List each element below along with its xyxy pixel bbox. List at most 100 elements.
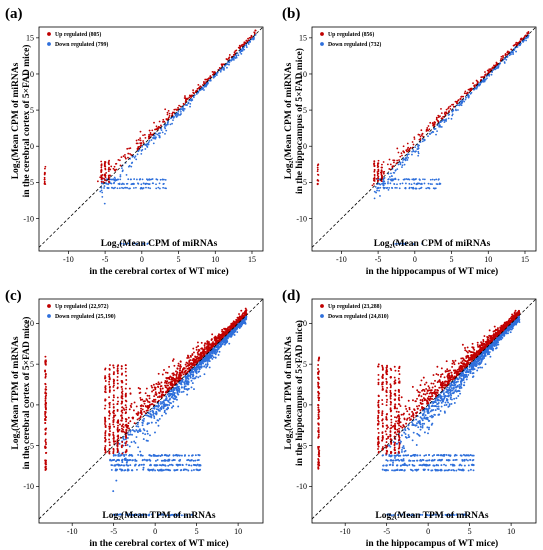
point-up: [140, 405, 143, 407]
point-down: [168, 463, 171, 466]
point-up: [388, 158, 391, 161]
point-up: [116, 370, 119, 373]
panel-label: (b): [282, 6, 300, 22]
point-down: [463, 100, 466, 103]
point-up: [197, 83, 200, 86]
point-down: [413, 182, 416, 185]
point-up: [486, 69, 489, 72]
point-down: [197, 469, 200, 472]
point-up: [145, 398, 148, 400]
point-up: [420, 129, 423, 132]
point-up: [390, 421, 393, 424]
point-down: [167, 454, 170, 457]
point-up: [121, 411, 124, 414]
point-down: [419, 423, 422, 426]
point-down: [460, 104, 463, 107]
point-down: [438, 413, 441, 416]
point-down: [107, 187, 109, 189]
point-up: [429, 397, 432, 400]
point-down: [235, 56, 238, 59]
y-tick-label: -5: [27, 178, 34, 187]
point-up: [175, 376, 178, 379]
point-up: [137, 148, 140, 150]
point-up: [373, 179, 376, 182]
point-down: [121, 461, 124, 464]
point-up: [484, 73, 487, 76]
point-down: [177, 110, 180, 113]
point-down: [216, 346, 219, 349]
point-down: [457, 109, 459, 111]
point-down: [142, 466, 145, 469]
point-down: [117, 453, 120, 456]
point-up: [445, 108, 448, 111]
point-up: [437, 120, 439, 122]
point-down: [164, 127, 167, 130]
point-up: [177, 379, 180, 382]
point-down: [129, 429, 132, 432]
point-up: [461, 360, 464, 362]
point-down: [513, 49, 516, 51]
point-up: [112, 394, 115, 397]
point-up: [124, 364, 127, 367]
point-up: [220, 336, 223, 339]
point-up: [145, 409, 148, 412]
point-up: [396, 159, 399, 162]
point-up: [398, 394, 401, 397]
point-up: [177, 362, 180, 365]
y-tick-label: 5: [30, 106, 34, 115]
point-down: [499, 62, 502, 65]
point-up: [401, 154, 403, 157]
point-up: [142, 405, 145, 408]
point-down: [214, 356, 217, 359]
point-down: [185, 463, 188, 466]
point-up: [406, 142, 409, 145]
point-down: [141, 178, 144, 181]
point-down: [141, 422, 144, 424]
point-up: [184, 95, 186, 97]
point-up: [118, 159, 121, 162]
point-up: [182, 373, 185, 376]
point-down: [176, 386, 179, 389]
point-down: [180, 391, 183, 394]
point-up: [405, 407, 408, 410]
point-down: [107, 183, 110, 186]
point-down: [526, 36, 529, 39]
point-up: [112, 364, 115, 367]
point-up: [186, 354, 189, 357]
y-tick-label: 0: [30, 401, 34, 410]
point-up: [144, 392, 147, 395]
point-down: [191, 373, 194, 376]
point-up: [152, 398, 155, 401]
point-up: [116, 382, 119, 385]
point-up: [192, 347, 195, 350]
point-up: [124, 157, 127, 160]
point-down: [131, 469, 134, 472]
point-down: [515, 50, 517, 53]
point-up: [179, 364, 182, 366]
point-up: [449, 105, 452, 108]
point-up: [124, 444, 127, 447]
point-down: [162, 469, 165, 472]
point-down: [193, 388, 195, 391]
point-down: [158, 464, 161, 466]
point-up: [44, 167, 46, 170]
point-up: [45, 394, 48, 397]
point-down: [150, 178, 153, 181]
point-down: [180, 113, 182, 115]
point-down: [112, 513, 115, 516]
point-up: [316, 164, 319, 167]
point-up: [120, 402, 123, 405]
point-up: [233, 323, 235, 326]
point-up: [157, 372, 160, 375]
point-down: [209, 354, 212, 357]
point-up: [434, 379, 436, 382]
point-down: [249, 40, 251, 43]
point-up: [44, 407, 47, 410]
point-up: [427, 129, 430, 132]
point-down: [170, 402, 172, 405]
point-up: [416, 397, 418, 400]
point-up: [197, 350, 200, 353]
x-tick-label: -5: [102, 255, 109, 264]
x-tick-label: 15: [521, 255, 529, 264]
point-up: [112, 405, 115, 408]
